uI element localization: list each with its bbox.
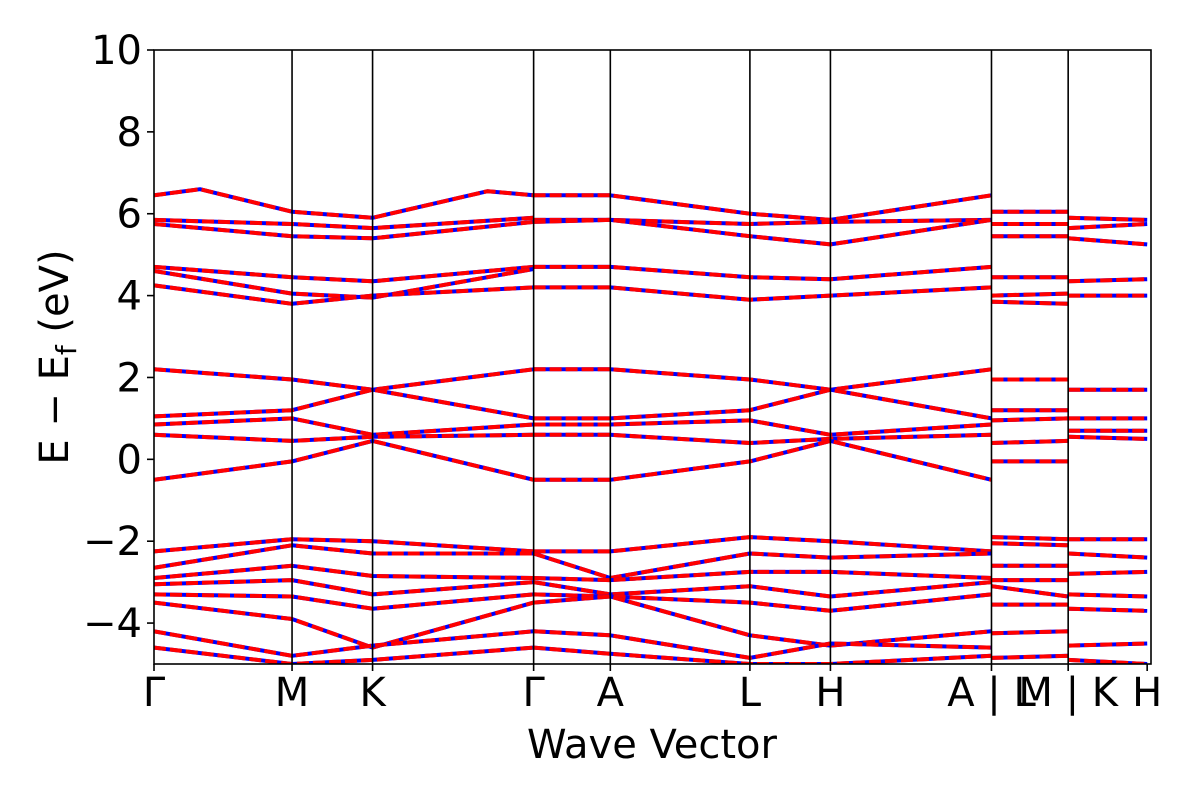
band-spin-down-7 — [154, 387, 534, 421]
band-spin-down-3 — [154, 264, 534, 284]
band-spin-down-14 — [154, 578, 534, 597]
band-spin-down-10 — [154, 438, 535, 482]
band-spin-down-5 — [154, 283, 534, 306]
band-spin-down-67 — [1068, 569, 1148, 576]
band-spin-down-69 — [1068, 606, 1148, 613]
x-tick-label-0: Γ — [143, 670, 166, 716]
x-tick-label-3: Γ — [522, 670, 545, 716]
y-tick-label-1: −2 — [83, 519, 142, 565]
band-spin-down-46 — [991, 438, 1069, 445]
kpath-separators — [291, 50, 1069, 664]
band-spin-down-6 — [154, 367, 534, 392]
band-spin-down-2 — [154, 219, 534, 241]
band-spin-down-13 — [154, 563, 534, 580]
band-spin-down-68 — [1068, 592, 1148, 599]
band-spin-down-49 — [991, 541, 1069, 548]
band-spin-down-30 — [532, 551, 992, 580]
band-spin-down-58 — [1068, 236, 1148, 247]
x-tick-label-4: A — [597, 670, 625, 716]
band-spin-down-11 — [154, 537, 534, 554]
band-spin-down-54 — [991, 629, 1069, 636]
band-spin-down-41 — [991, 291, 1069, 298]
band-spin-down-52 — [991, 584, 1069, 599]
x-tick-label-2: K — [359, 670, 387, 716]
band-spin-down-45 — [991, 416, 1069, 423]
plot-frame — [153, 49, 1152, 665]
y-tick-label-6: 8 — [117, 110, 142, 156]
band-spin-down-12 — [154, 543, 534, 570]
x-tick-label-9: H — [1132, 670, 1162, 716]
band-spin-down-0 — [154, 187, 534, 220]
x-tick-label-8: M | K — [1018, 670, 1119, 716]
band-spin-down-9 — [154, 432, 534, 443]
band-spin-down-57 — [1068, 222, 1148, 231]
band-spin-down-48 — [991, 535, 1069, 542]
y-tick-label-3: 2 — [117, 355, 142, 401]
band-spin-down-8 — [154, 416, 534, 437]
x-tick-label-5: L — [739, 670, 762, 716]
x-tick-label-6: H — [815, 670, 845, 716]
band-spin-down-36 — [533, 645, 992, 664]
y-axis-label: E − Ef (eV) — [32, 249, 83, 464]
y-tick-label-2: 0 — [117, 437, 142, 483]
band-spin-down-42 — [991, 299, 1069, 306]
y-tick-label-7: 10 — [91, 28, 142, 74]
y-tick-label-0: −4 — [83, 601, 142, 647]
band-spin-down-4 — [154, 267, 534, 300]
band-spin-down-70 — [1068, 641, 1148, 648]
band-spin-down-55 — [991, 653, 1069, 660]
y-tick-label-4: 4 — [117, 274, 142, 320]
band-spin-down-56 — [1068, 215, 1148, 222]
band-spin-down-1 — [154, 215, 534, 231]
x-tick-label-1: M — [275, 670, 310, 716]
band-spin-down-17 — [154, 629, 534, 658]
band-spin-down-59 — [1068, 277, 1148, 284]
x-axis-ticks: Γ M K Γ A L H A | LM | K H — [143, 664, 1162, 716]
y-axis-label-subscript: f — [50, 344, 83, 355]
band-spin-down-15 — [154, 592, 534, 611]
band-spin-down-18 — [154, 645, 534, 664]
band-spin-down-66 — [1068, 551, 1148, 560]
y-axis-label-main: E − E — [32, 355, 78, 465]
band-spin-down-34 — [533, 594, 992, 648]
y-axis-label-unit: (eV) — [32, 249, 78, 345]
x-tick-label-7: A | L — [947, 670, 1036, 716]
bands-layer — [154, 187, 1148, 664]
y-tick-label-5: 6 — [117, 192, 142, 238]
band-spin-down-64 — [1068, 434, 1148, 441]
band-spin-down-16 — [154, 600, 535, 650]
x-axis-label: Wave Vector — [527, 722, 778, 768]
y-axis-ticks: −4 −2 0 2 4 6 8 10 — [83, 28, 154, 647]
